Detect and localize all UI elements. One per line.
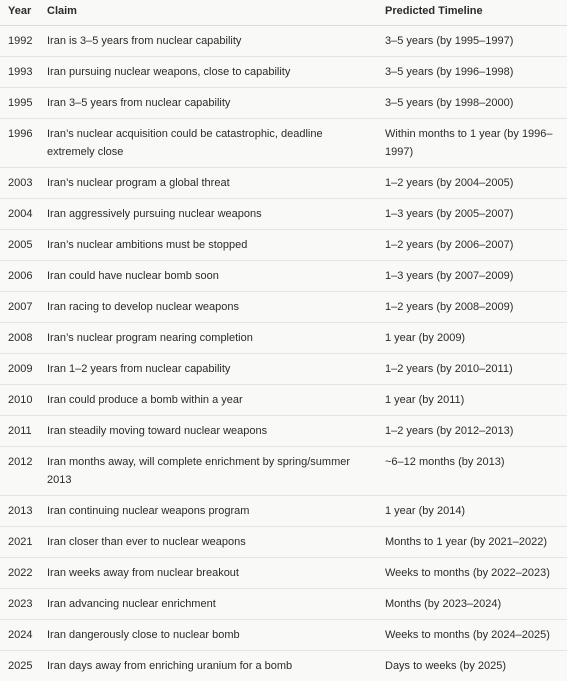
column-header: Predicted Timeline [377,0,567,26]
claim-cell: Iran days away from enriching uranium fo… [39,651,377,681]
year-cell: 2003 [0,168,39,199]
timeline-cell: 1 year (by 2014) [377,496,567,527]
timeline-cell: Within months to 1 year (by 1996–1997) [377,119,567,168]
timeline-cell: Weeks to months (by 2024–2025) [377,620,567,651]
claim-cell: Iran 3–5 years from nuclear capability [39,88,377,119]
claim-cell: Iran aggressively pursuing nuclear weapo… [39,199,377,230]
year-cell: 2024 [0,620,39,651]
timeline-cell: 3–5 years (by 1995–1997) [377,26,567,57]
timeline-cell: 3–5 years (by 1998–2000) [377,88,567,119]
year-cell: 1993 [0,57,39,88]
column-header: Year [0,0,39,26]
timeline-cell: Weeks to months (by 2022–2023) [377,558,567,589]
year-cell: 2023 [0,589,39,620]
year-cell: 2025 [0,651,39,681]
timeline-cell: ~6–12 months (by 2013) [377,447,567,496]
year-cell: 2010 [0,385,39,416]
year-cell: 2006 [0,261,39,292]
claim-cell: Iran could produce a bomb within a year [39,385,377,416]
claim-cell: Iran’s nuclear ambitions must be stopped [39,230,377,261]
year-cell: 2011 [0,416,39,447]
timeline-cell: 1–2 years (by 2006–2007) [377,230,567,261]
year-cell: 1996 [0,119,39,168]
timeline-cell: 3–5 years (by 1996–1998) [377,57,567,88]
claim-cell: Iran’s nuclear program a global threat [39,168,377,199]
year-cell: 2005 [0,230,39,261]
timeline-cell: Months (by 2023–2024) [377,589,567,620]
year-cell: 1992 [0,26,39,57]
claim-cell: Iran closer than ever to nuclear weapons [39,527,377,558]
claim-cell: Iran pursuing nuclear weapons, close to … [39,57,377,88]
claim-cell: Iran advancing nuclear enrichment [39,589,377,620]
claim-cell: Iran racing to develop nuclear weapons [39,292,377,323]
timeline-cell: 1–2 years (by 2012–2013) [377,416,567,447]
column-header: Claim [39,0,377,26]
timeline-cell: 1 year (by 2011) [377,385,567,416]
timeline-cell: 1 year (by 2009) [377,323,567,354]
year-cell: 2008 [0,323,39,354]
timeline-cell: 1–3 years (by 2005–2007) [377,199,567,230]
year-cell: 2007 [0,292,39,323]
timeline-cell: 1–2 years (by 2010–2011) [377,354,567,385]
claim-cell: Iran dangerously close to nuclear bomb [39,620,377,651]
claim-cell: Iran months away, will complete enrichme… [39,447,377,496]
claim-cell: Iran’s nuclear program nearing completio… [39,323,377,354]
claim-cell: Iran steadily moving toward nuclear weap… [39,416,377,447]
year-cell: 2013 [0,496,39,527]
year-cell: 2004 [0,199,39,230]
timeline-cell: Months to 1 year (by 2021–2022) [377,527,567,558]
year-cell: 2022 [0,558,39,589]
claim-cell: Iran continuing nuclear weapons program [39,496,377,527]
claim-cell: Iran weeks away from nuclear breakout [39,558,377,589]
year-cell: 2021 [0,527,39,558]
timeline-cell: Days to weeks (by 2025) [377,651,567,681]
year-cell: 1995 [0,88,39,119]
claim-cell: Iran could have nuclear bomb soon [39,261,377,292]
timeline-cell: 1–2 years (by 2008–2009) [377,292,567,323]
timeline-cell: 1–2 years (by 2004–2005) [377,168,567,199]
year-cell: 2012 [0,447,39,496]
timeline-cell: 1–3 years (by 2007–2009) [377,261,567,292]
claim-cell: Iran is 3–5 years from nuclear capabilit… [39,26,377,57]
claim-cell: Iran’s nuclear acquisition could be cata… [39,119,377,168]
year-cell: 2009 [0,354,39,385]
claim-cell: Iran 1–2 years from nuclear capability [39,354,377,385]
